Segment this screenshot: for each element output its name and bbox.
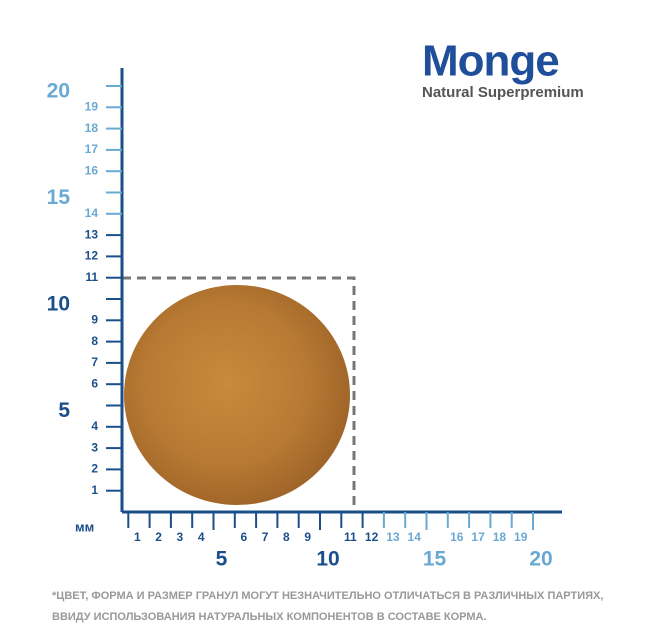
x-tick-label: 6 (240, 530, 247, 544)
y-tick-label: 11 (85, 270, 98, 284)
y-tick-label: 12 (85, 249, 99, 263)
y-tick-label: 8 (91, 334, 98, 348)
x-tick-label: 8 (283, 530, 290, 544)
x-tick-label: 11 (344, 530, 357, 544)
x-tick-label: 17 (471, 530, 485, 544)
footnote: *ЦВЕТ, ФОРМА И РАЗМЕР ГРАНУЛ МОГУТ НЕЗНА… (52, 590, 603, 602)
y-major-label: 15 (47, 186, 71, 209)
kibble (124, 285, 350, 505)
brand: Monge (422, 37, 559, 86)
y-tick-label: 3 (91, 440, 98, 454)
y-tick-label: 19 (85, 99, 99, 113)
y-tick-label: 13 (85, 227, 99, 241)
y-tick-label: 7 (91, 355, 98, 369)
y-tick-label: 1 (91, 483, 98, 497)
y-major-label: 20 (47, 80, 70, 103)
x-tick-label: 19 (514, 530, 528, 544)
y-tick-label: 6 (91, 376, 98, 390)
x-tick-label: 2 (155, 530, 162, 544)
y-tick-label: 18 (85, 121, 99, 135)
x-tick-label: 18 (493, 530, 507, 544)
x-tick-label: 3 (177, 530, 184, 544)
x-tick-label: 12 (365, 530, 379, 544)
unit: мм (75, 519, 94, 534)
y-major-label: 5 (58, 399, 70, 422)
x-major-label: 5 (216, 548, 228, 571)
y-tick-label: 2 (91, 462, 98, 476)
x-tick-label: 13 (386, 530, 400, 544)
x-tick-label: 9 (304, 530, 311, 544)
x-tick-label: 14 (408, 530, 422, 544)
y-tick-label: 4 (91, 419, 98, 433)
x-major-label: 20 (529, 548, 552, 571)
y-tick-label: 9 (91, 312, 98, 326)
tagline: Natural Superpremium (422, 84, 584, 101)
y-tick-label: 16 (85, 163, 99, 177)
footnote: ВВИДУ ИСПОЛЬЗОВАНИЯ НАТУРАЛЬНЫХ КОМПОНЕН… (52, 611, 487, 623)
y-tick-label: 14 (85, 206, 99, 220)
x-tick-label: 4 (198, 530, 205, 544)
y-major-label: 10 (47, 293, 70, 316)
x-tick-label: 7 (262, 530, 269, 544)
y-tick-label: 17 (85, 142, 99, 156)
x-major-label: 15 (423, 548, 447, 571)
x-major-label: 10 (316, 548, 339, 571)
size-box (122, 276, 356, 512)
x-tick-label: 1 (134, 530, 141, 544)
x-tick-label: 16 (450, 530, 464, 544)
